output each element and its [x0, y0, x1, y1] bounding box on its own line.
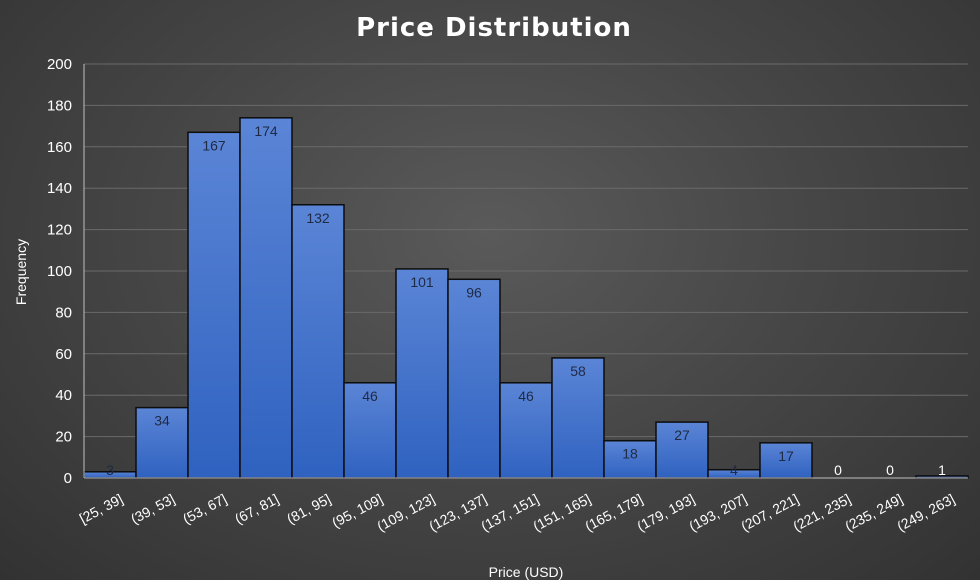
- y-tick-label: 100: [47, 263, 72, 280]
- x-tick-label: (193, 207]: [686, 491, 749, 535]
- data-label: 167: [202, 137, 226, 153]
- y-axis-ticks: 0 20 40 60 80 100 120 140 160 180 200: [47, 56, 72, 487]
- data-label: 0: [834, 462, 842, 478]
- data-label: 1: [938, 462, 946, 478]
- data-label: 3: [106, 462, 114, 478]
- data-label: 174: [254, 123, 278, 139]
- data-label: 46: [362, 388, 378, 404]
- y-tick-label: 140: [47, 180, 72, 197]
- y-tick-label: 60: [55, 346, 72, 363]
- y-tick-label: 80: [55, 304, 72, 321]
- x-tick-label: (109, 123]: [374, 491, 437, 535]
- x-tick-label: (137, 151]: [478, 491, 541, 535]
- x-tick-label: (53, 67]: [180, 491, 229, 527]
- bar: [447, 278, 501, 479]
- x-tick-label: (179, 193]: [634, 491, 697, 535]
- x-tick-label: (165, 179]: [582, 491, 645, 535]
- data-label: 4: [730, 462, 738, 478]
- x-tick-label: (235, 249]: [842, 491, 905, 535]
- y-tick-label: 120: [47, 222, 72, 239]
- data-label: 18: [622, 446, 638, 462]
- bar: [395, 268, 449, 479]
- bars: [83, 117, 969, 479]
- data-label: 46: [518, 388, 534, 404]
- data-label: 132: [306, 210, 330, 226]
- data-label: 101: [410, 274, 434, 290]
- x-tick-label: (151, 165]: [530, 491, 593, 535]
- chart-title: Price Distribution: [356, 13, 632, 43]
- y-tick-label: 160: [47, 139, 72, 156]
- data-label: 0: [886, 462, 894, 478]
- bar: [759, 442, 813, 479]
- x-tick-label: (81, 95]: [284, 491, 333, 527]
- data-label: 27: [674, 427, 690, 443]
- x-tick-label: [25, 39]: [77, 491, 126, 527]
- bar: [291, 204, 345, 479]
- x-tick-label: (249, 263]: [894, 491, 957, 535]
- x-tick-label: (123, 137]: [426, 491, 489, 535]
- y-tick-label: 180: [47, 97, 72, 114]
- y-axis-title: Frequency: [13, 239, 29, 305]
- bar: [187, 131, 241, 479]
- x-tick-label: (67, 81]: [232, 491, 281, 527]
- data-label: 96: [466, 284, 482, 300]
- y-tick-label: 20: [55, 429, 72, 446]
- y-tick-label: 40: [55, 387, 72, 404]
- x-axis-title: Price (USD): [489, 564, 564, 580]
- bar: [239, 117, 293, 479]
- y-tick-label: 200: [47, 56, 72, 73]
- x-tick-label: (39, 53]: [128, 491, 177, 527]
- data-label: 34: [154, 413, 170, 429]
- x-tick-label: (207, 221]: [738, 491, 801, 535]
- data-label: 17: [778, 448, 794, 464]
- bar: [655, 421, 709, 479]
- data-labels: 3 34 167 174 132 46 101 96 46 58 18 27 4 17 0 0 1: [106, 123, 946, 478]
- bar: [135, 406, 189, 479]
- x-axis-ticks: [25, 39] (39, 53] (53, 67] (67, 81] (81, 95]…: [77, 491, 958, 535]
- y-tick-label: 0: [64, 470, 72, 487]
- x-tick-label: (221, 235]: [790, 491, 853, 535]
- data-label: 58: [570, 363, 586, 379]
